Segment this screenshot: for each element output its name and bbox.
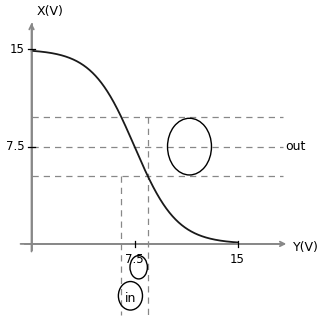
Text: 15: 15 — [10, 43, 25, 56]
Text: 7.5: 7.5 — [6, 140, 25, 153]
Text: Y(V): Y(V) — [293, 241, 319, 254]
Text: in: in — [125, 292, 137, 305]
Text: 7.5: 7.5 — [125, 253, 144, 266]
Text: out: out — [286, 140, 306, 153]
Text: X(V): X(V) — [37, 5, 64, 18]
Text: 15: 15 — [230, 253, 245, 266]
